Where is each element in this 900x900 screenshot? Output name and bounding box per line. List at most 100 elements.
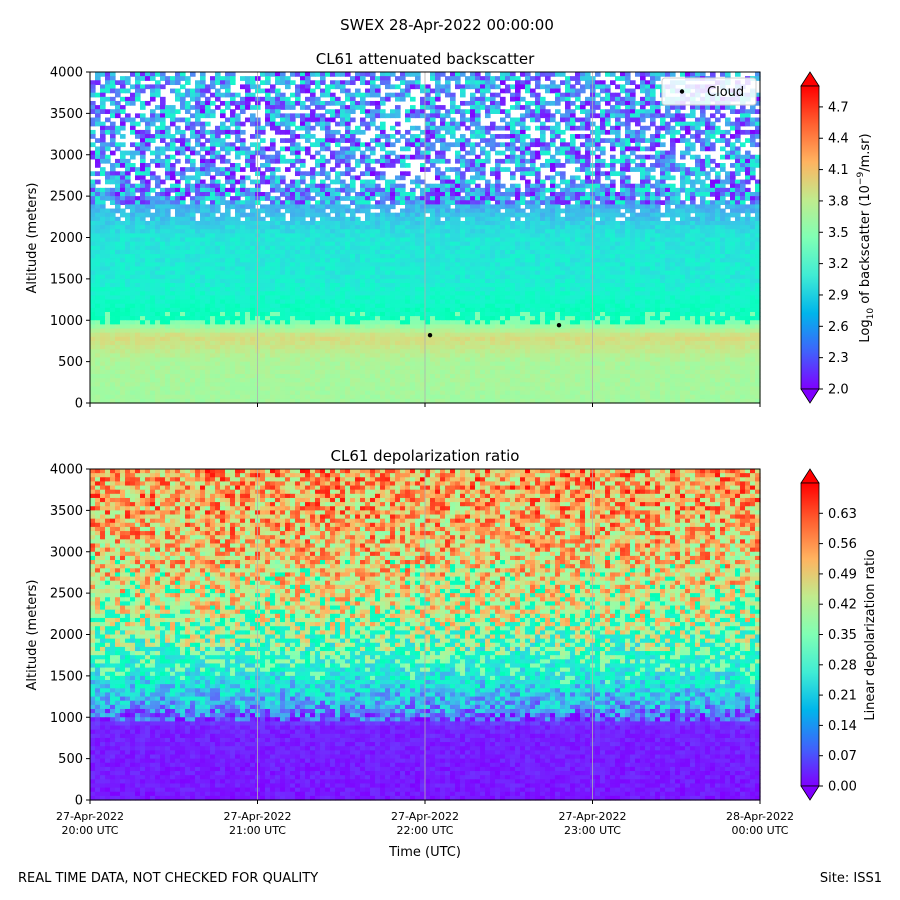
heatmap-cell (640, 249, 646, 255)
heatmap-cell (445, 125, 451, 131)
heatmap-cell (210, 158, 216, 164)
heatmap-cell (250, 84, 256, 90)
heatmap-cell (440, 266, 446, 272)
heatmap-cell (290, 200, 296, 205)
heatmap-cell (180, 196, 186, 201)
heatmap-cell (635, 146, 641, 152)
heatmap-cell (115, 204, 121, 210)
heatmap-cell (480, 80, 486, 86)
heatmap-cell (140, 129, 146, 135)
heatmap-cell (755, 121, 761, 127)
heatmap-cell (755, 129, 761, 135)
heatmap-cell (365, 179, 371, 185)
heatmap-cell (430, 220, 436, 226)
heatmap-cell (410, 216, 416, 222)
heatmap-cell (310, 134, 316, 139)
heatmap-cell (160, 129, 166, 135)
heatmap-cell (705, 158, 711, 164)
heatmap-cell (350, 134, 356, 139)
heatmap-cell (515, 191, 521, 197)
heatmap-cell (550, 142, 556, 148)
heatmap-cell (365, 163, 371, 168)
heatmap-cell (680, 254, 686, 259)
heatmap-cell (505, 200, 511, 205)
heatmap-cell (495, 196, 501, 201)
heatmap-cell (180, 138, 186, 143)
heatmap-cell (345, 72, 351, 77)
heatmap-cell (695, 129, 701, 135)
heatmap-cell (425, 150, 431, 156)
heatmap-cell (275, 241, 281, 247)
heatmap-cell (520, 146, 526, 152)
heatmap-cell (630, 204, 636, 210)
heatmap-cell (300, 200, 306, 205)
heatmap-cell (375, 212, 381, 218)
heatmap-cell (685, 191, 691, 197)
heatmap-cell (650, 76, 656, 81)
heatmap-cell (415, 229, 421, 234)
heatmap-cell (225, 158, 231, 164)
heatmap-cell (515, 84, 521, 90)
heatmap-cell (660, 233, 666, 239)
heatmap-cell (185, 237, 191, 243)
heatmap-cell (380, 100, 386, 106)
heatmap-cell (650, 208, 656, 214)
heatmap-cell (600, 258, 606, 263)
heatmap-cell (90, 270, 96, 276)
heatmap-cell (485, 80, 491, 86)
heatmap-cell (230, 163, 236, 168)
heatmap-cell (635, 84, 641, 90)
heatmap-cell (620, 183, 626, 189)
heatmap-cell (600, 191, 606, 197)
heatmap-cell (525, 266, 531, 272)
heatmap-cell (335, 262, 341, 268)
heatmap-cell (300, 216, 306, 222)
heatmap-cell (420, 105, 426, 110)
heatmap-cell (180, 270, 186, 276)
heatmap-cell (495, 134, 501, 139)
heatmap-cell (520, 208, 526, 214)
heatmap-cell (375, 142, 381, 148)
heatmap-cell (680, 113, 686, 119)
heatmap-cell (720, 212, 726, 218)
heatmap-cell (415, 208, 421, 214)
heatmap-cell (370, 258, 376, 263)
heatmap-cell (130, 150, 136, 156)
heatmap-cell (345, 254, 351, 259)
heatmap-cell (380, 134, 386, 139)
heatmap-cell (300, 229, 306, 234)
heatmap-cell (600, 187, 606, 193)
heatmap-cell (400, 154, 406, 160)
heatmap-cell (245, 146, 251, 152)
heatmap-cell (175, 72, 181, 77)
heatmap-cell (610, 258, 616, 263)
heatmap-cell (465, 220, 471, 226)
heatmap-cell (620, 88, 626, 94)
heatmap-cell (90, 117, 96, 123)
heatmap-cell (120, 154, 126, 160)
heatmap-cell (585, 175, 591, 181)
heatmap-cell (215, 183, 221, 189)
heatmap-cell (235, 167, 241, 172)
heatmap-cell (310, 266, 316, 272)
heatmap-cell (595, 237, 601, 243)
heatmap-cell (260, 179, 266, 185)
heatmap-cell (205, 262, 211, 268)
heatmap-cell (535, 208, 541, 214)
heatmap-cell (155, 216, 161, 222)
heatmap-cell (345, 146, 351, 152)
heatmap-cell (175, 129, 181, 135)
heatmap-cell (710, 183, 716, 189)
heatmap-cell (370, 183, 376, 189)
heatmap-cell (250, 96, 256, 102)
heatmap-cell (655, 212, 661, 218)
heatmap-cell (615, 249, 621, 255)
heatmap-cell (375, 266, 381, 272)
heatmap-cell (480, 150, 486, 156)
heatmap-cell (395, 241, 401, 247)
heatmap-cell (470, 80, 476, 86)
heatmap-cell (670, 150, 676, 156)
heatmap-cell (360, 204, 366, 210)
heatmap-cell (95, 212, 101, 218)
heatmap-cell (115, 216, 121, 222)
